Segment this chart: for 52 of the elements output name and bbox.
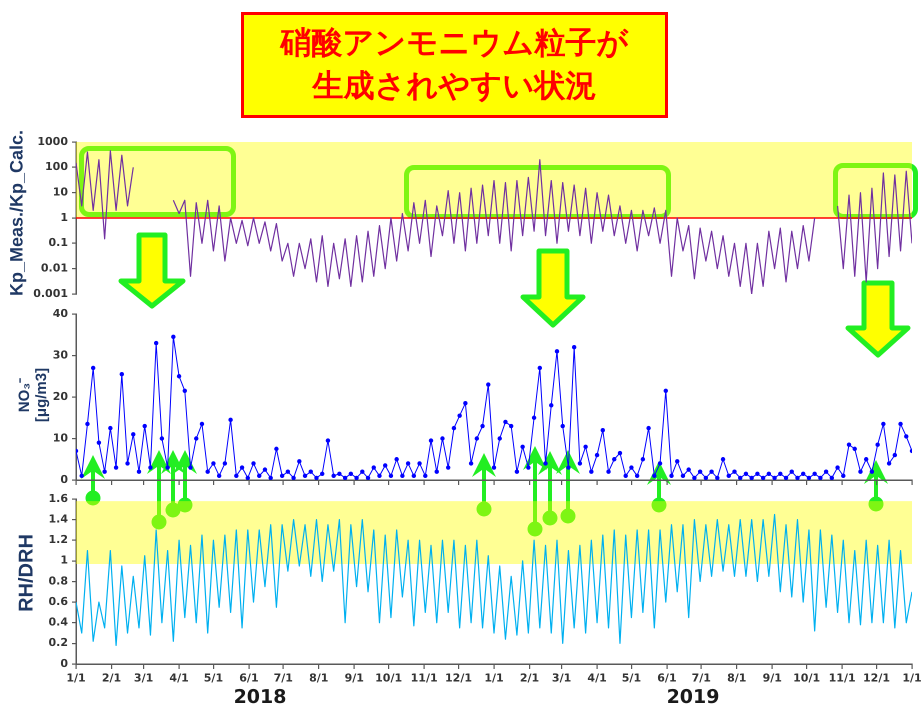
y-tick-label: 1.6: [48, 492, 68, 505]
y-tick-label: 0.001: [33, 286, 68, 300]
y-tick-label: 0.1: [48, 236, 68, 250]
y-tick-label: 1000: [37, 134, 68, 148]
y-tick-label: 0.4: [48, 616, 68, 629]
x-tick-label: 7/1: [274, 671, 293, 684]
chart-title: 硝酸アンモニウム粒子が生成されやすい状況: [279, 24, 630, 106]
x-tick-label: 11/1: [828, 671, 856, 684]
x-tick-label: 3/1: [552, 671, 572, 684]
y-tick-label: 1: [60, 210, 68, 224]
x-tick-label: 4/1: [587, 671, 607, 684]
y-axis-title: RH/DRH: [16, 534, 38, 612]
y-tick-label: 0: [60, 656, 68, 670]
x-tick-label: 8/1: [727, 671, 746, 684]
x-tick-label: 10/1: [793, 671, 820, 684]
x-tick-label: 1/1: [66, 671, 86, 684]
y-axis-title: NO₃⁻ [μg/m3]: [16, 366, 50, 424]
x-tick-label: 1/1: [902, 671, 922, 684]
x-tick-label: 4/1: [169, 671, 189, 684]
x-tick-label: 11/1: [410, 671, 438, 684]
text: 2018: [234, 686, 286, 707]
y-tick-label: 0: [60, 472, 68, 486]
x-tick-label: 2/1: [520, 671, 540, 684]
y-axis-title: Kp_Meas./Kp_Calc.: [6, 130, 28, 296]
y-tick-label: 0.6: [48, 594, 68, 608]
y-tick-label: 0.01: [40, 262, 68, 275]
x-tick-label: 2/1: [102, 671, 122, 684]
x-tick-label: 12/1: [863, 671, 890, 684]
y-tick-label: 20: [52, 390, 68, 403]
y-tick-label: 1.2: [48, 533, 68, 546]
y-tick-label: 1.4: [48, 512, 68, 526]
x-tick-label: 10/1: [375, 671, 402, 684]
x-tick-label: 5/1: [622, 671, 642, 684]
x-tick-label: 5/1: [204, 671, 224, 684]
text: 2019: [666, 686, 720, 707]
y-tick-label: 0.2: [48, 636, 68, 650]
y-tick-label: 10: [52, 431, 68, 444]
x-tick-label: 7/1: [692, 671, 711, 684]
x-tick-label: 8/1: [309, 671, 328, 684]
y-tick-label: 10: [52, 186, 68, 199]
x-tick-label: 6/1: [657, 671, 677, 684]
y-tick-label: 30: [52, 348, 68, 362]
x-tick-label: 3/1: [134, 671, 154, 684]
x-tick-label: 1/1: [484, 671, 504, 684]
x-tick-label: 9/1: [762, 671, 782, 684]
x-tick-label: 6/1: [239, 671, 259, 684]
x-tick-label: 12/1: [445, 671, 472, 684]
y-tick-label: 40: [52, 306, 68, 320]
y-tick-label: 100: [45, 160, 68, 174]
x-tick-label: 9/1: [344, 671, 364, 684]
y-tick-label: 1: [60, 554, 68, 567]
y-tick-label: 0.8: [48, 574, 68, 588]
